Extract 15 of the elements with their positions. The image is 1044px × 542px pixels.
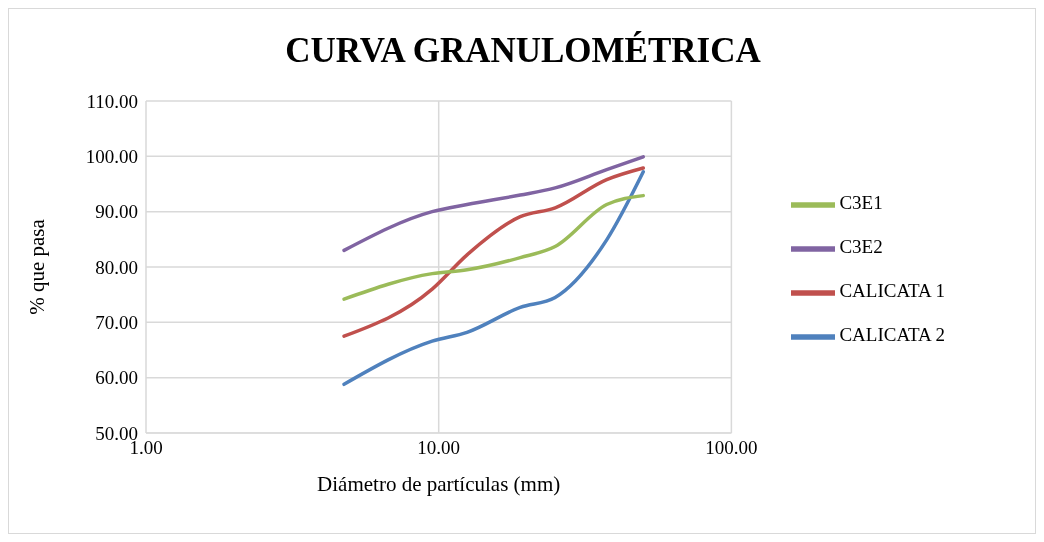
legend-label: C3E1 — [839, 192, 883, 214]
y-tick-label: 70.00 — [95, 312, 138, 334]
y-tick-label: 110.00 — [86, 90, 138, 112]
x-axis-title: Diámetro de partículas (mm) — [317, 472, 561, 496]
y-axis-title: % que pasa — [25, 218, 50, 315]
legend-label: CALICATA 2 — [839, 324, 945, 346]
y-tick-label: 80.00 — [95, 256, 138, 278]
y-tick-label: 90.00 — [95, 201, 138, 223]
y-tick-label: 100.00 — [85, 146, 138, 168]
y-tick-label: 60.00 — [95, 367, 138, 389]
chart-title: CURVA GRANULOMÉTRICA — [284, 31, 762, 71]
x-tick-label: 10.00 — [417, 437, 461, 459]
legend-label: CALICATA 1 — [839, 280, 945, 302]
legend-label: C3E2 — [839, 236, 883, 258]
x-tick-label: 100.00 — [705, 437, 758, 459]
